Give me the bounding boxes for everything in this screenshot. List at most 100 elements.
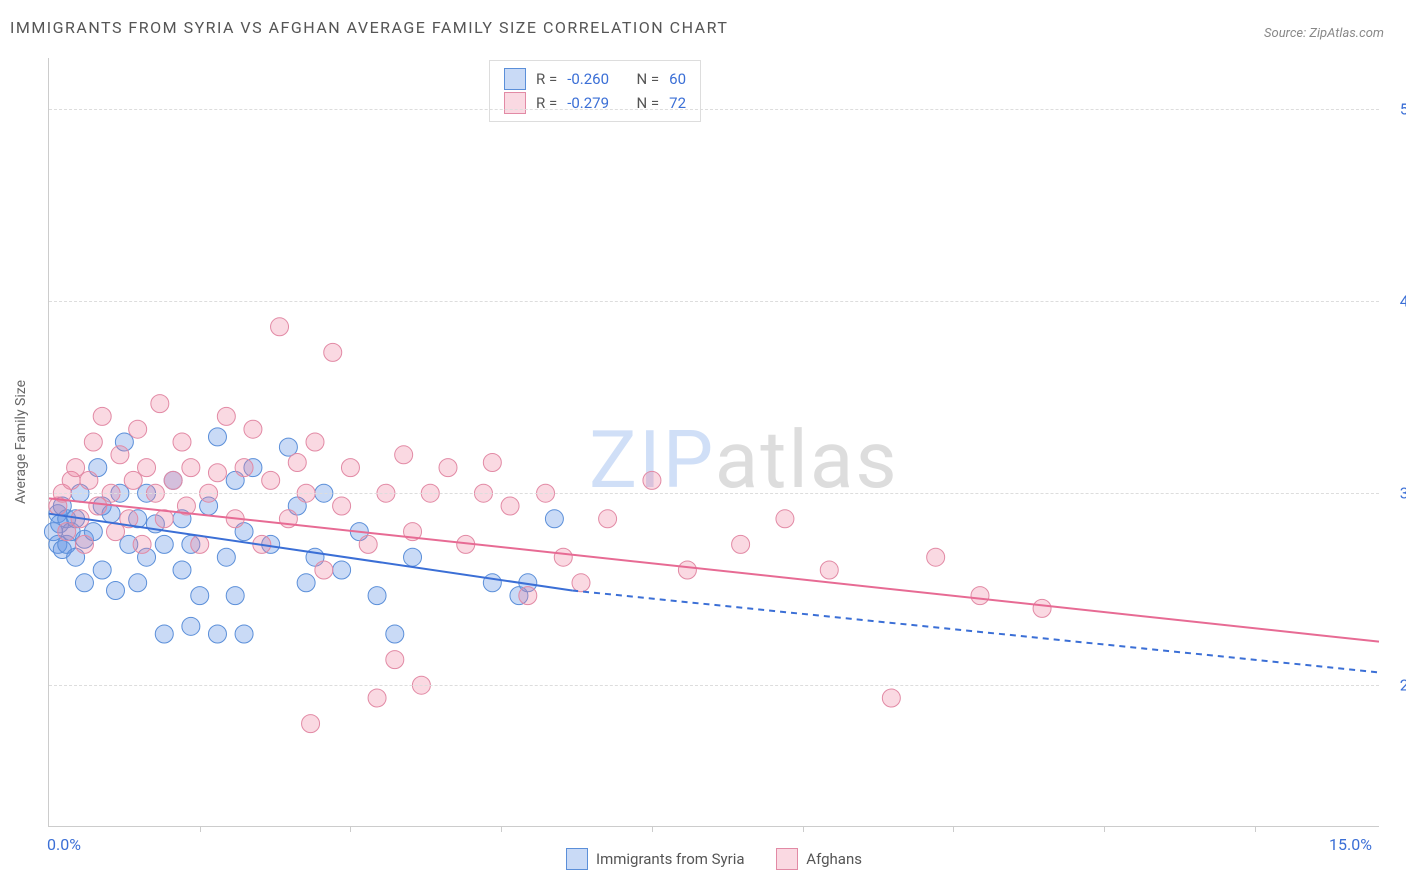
scatter-point bbox=[75, 574, 93, 592]
scatter-point bbox=[404, 548, 422, 566]
scatter-point bbox=[776, 510, 794, 528]
swatch-pink-icon bbox=[776, 848, 798, 870]
swatch-blue-icon bbox=[566, 848, 588, 870]
scatter-point bbox=[271, 318, 289, 336]
y-tick-label: 4.25 bbox=[1383, 292, 1406, 311]
scatter-point bbox=[129, 420, 147, 438]
scatter-point bbox=[368, 689, 386, 707]
scatter-point bbox=[572, 574, 590, 592]
scatter-point bbox=[191, 535, 209, 553]
scatter-point bbox=[599, 510, 617, 528]
scatter-point bbox=[439, 459, 457, 477]
scatter-point bbox=[359, 535, 377, 553]
x-tick bbox=[1104, 826, 1105, 832]
legend-item-series1: Immigrants from Syria bbox=[566, 848, 745, 870]
scatter-point bbox=[208, 625, 226, 643]
scatter-point bbox=[155, 625, 173, 643]
chart-title: IMMIGRANTS FROM SYRIA VS AFGHAN AVERAGE … bbox=[10, 18, 728, 37]
scatter-point bbox=[173, 433, 191, 451]
gridline bbox=[49, 685, 1379, 686]
x-tick bbox=[200, 826, 201, 832]
scatter-point bbox=[306, 433, 324, 451]
scatter-point bbox=[235, 459, 253, 477]
scatter-point bbox=[483, 574, 501, 592]
scatter-point bbox=[341, 459, 359, 477]
x-tick bbox=[953, 826, 954, 832]
scatter-point bbox=[324, 343, 342, 361]
scatter-point bbox=[643, 471, 661, 489]
y-tick-label: 5.00 bbox=[1383, 100, 1406, 119]
scatter-point bbox=[483, 453, 501, 471]
series2-name: Afghans bbox=[806, 850, 862, 868]
scatter-point bbox=[971, 587, 989, 605]
scatter-point bbox=[368, 587, 386, 605]
scatter-point bbox=[732, 535, 750, 553]
scatter-point bbox=[164, 471, 182, 489]
scatter-point bbox=[107, 581, 125, 599]
scatter-point bbox=[138, 459, 156, 477]
scatter-point bbox=[217, 548, 235, 566]
x-tick bbox=[803, 826, 804, 832]
x-tick-label: 15.0% bbox=[1329, 835, 1372, 854]
scatter-point bbox=[235, 625, 253, 643]
scatter-point bbox=[395, 446, 413, 464]
scatter-point bbox=[58, 523, 76, 541]
scatter-point bbox=[244, 420, 262, 438]
gridline bbox=[49, 301, 1379, 302]
x-tick-label: 0.0% bbox=[47, 835, 81, 854]
trend-line bbox=[49, 498, 1379, 641]
scatter-point bbox=[501, 497, 519, 515]
x-tick bbox=[1255, 826, 1256, 832]
scatter-point bbox=[1033, 599, 1051, 617]
y-tick-label: 3.50 bbox=[1383, 484, 1406, 503]
scatter-point bbox=[678, 561, 696, 579]
y-tick-label: 2.75 bbox=[1383, 676, 1406, 695]
scatter-point bbox=[191, 587, 209, 605]
scatter-point bbox=[882, 689, 900, 707]
scatter-point bbox=[217, 407, 235, 425]
scatter-point bbox=[820, 561, 838, 579]
scatter-point bbox=[173, 561, 191, 579]
plot-area: ZIPatlas R = -0.260 N = 60 R = -0.279 N … bbox=[48, 58, 1379, 827]
scatter-point bbox=[93, 561, 111, 579]
scatter-point bbox=[288, 453, 306, 471]
scatter-point bbox=[302, 715, 320, 733]
x-tick bbox=[501, 826, 502, 832]
series1-name: Immigrants from Syria bbox=[596, 850, 745, 868]
legend-item-series2: Afghans bbox=[776, 848, 862, 870]
x-tick bbox=[350, 826, 351, 832]
scatter-point bbox=[133, 535, 151, 553]
scatter-point bbox=[262, 471, 280, 489]
scatter-point bbox=[208, 428, 226, 446]
plot-svg bbox=[49, 58, 1379, 826]
scatter-point bbox=[333, 561, 351, 579]
scatter-point bbox=[151, 395, 169, 413]
scatter-point bbox=[182, 459, 200, 477]
scatter-point bbox=[155, 535, 173, 553]
scatter-point bbox=[386, 625, 404, 643]
scatter-point bbox=[155, 510, 173, 528]
scatter-point bbox=[80, 471, 98, 489]
scatter-point bbox=[75, 535, 93, 553]
y-axis-label: Average Family Size bbox=[13, 380, 29, 504]
scatter-point bbox=[315, 561, 333, 579]
scatter-point bbox=[182, 617, 200, 635]
scatter-point bbox=[519, 587, 537, 605]
scatter-point bbox=[297, 574, 315, 592]
scatter-point bbox=[84, 433, 102, 451]
gridline bbox=[49, 109, 1379, 110]
scatter-point bbox=[226, 587, 244, 605]
scatter-point bbox=[333, 497, 351, 515]
scatter-point bbox=[67, 459, 85, 477]
scatter-point bbox=[545, 510, 563, 528]
series-legend: Immigrants from Syria Afghans bbox=[49, 848, 1379, 874]
source-label: Source: ZipAtlas.com bbox=[1264, 26, 1384, 41]
scatter-point bbox=[89, 497, 107, 515]
scatter-point bbox=[927, 548, 945, 566]
scatter-point bbox=[386, 651, 404, 669]
scatter-point bbox=[554, 548, 572, 566]
scatter-point bbox=[129, 574, 147, 592]
scatter-point bbox=[208, 464, 226, 482]
gridline bbox=[49, 493, 1379, 494]
scatter-point bbox=[93, 407, 111, 425]
